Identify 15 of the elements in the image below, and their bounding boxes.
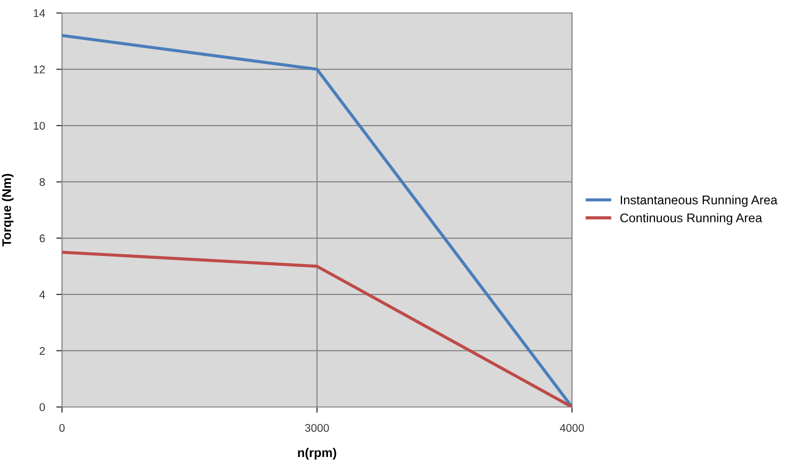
y-tick-label: 8 (40, 178, 45, 186)
y-tick-label: 10 (34, 122, 45, 130)
y-axis-title: Torque (Nm) (2, 174, 14, 247)
y-tick-label: 6 (40, 234, 45, 242)
y-tick-label: 14 (34, 9, 46, 18)
x-tick-label: 4000 (560, 424, 584, 432)
x-tick-label: 3000 (305, 424, 329, 432)
y-tick-label: 0 (40, 403, 45, 412)
legend-label: Instantaneous Running Area (620, 195, 778, 207)
legend-label: Continuous Running Area (620, 213, 762, 225)
x-axis-title: n(rpm) (298, 448, 336, 460)
y-tick-label: 12 (34, 66, 45, 74)
y-tick-label: 4 (39, 290, 46, 298)
x-tick-label: 0 (59, 424, 65, 432)
y-tick-label: 2 (40, 346, 45, 355)
